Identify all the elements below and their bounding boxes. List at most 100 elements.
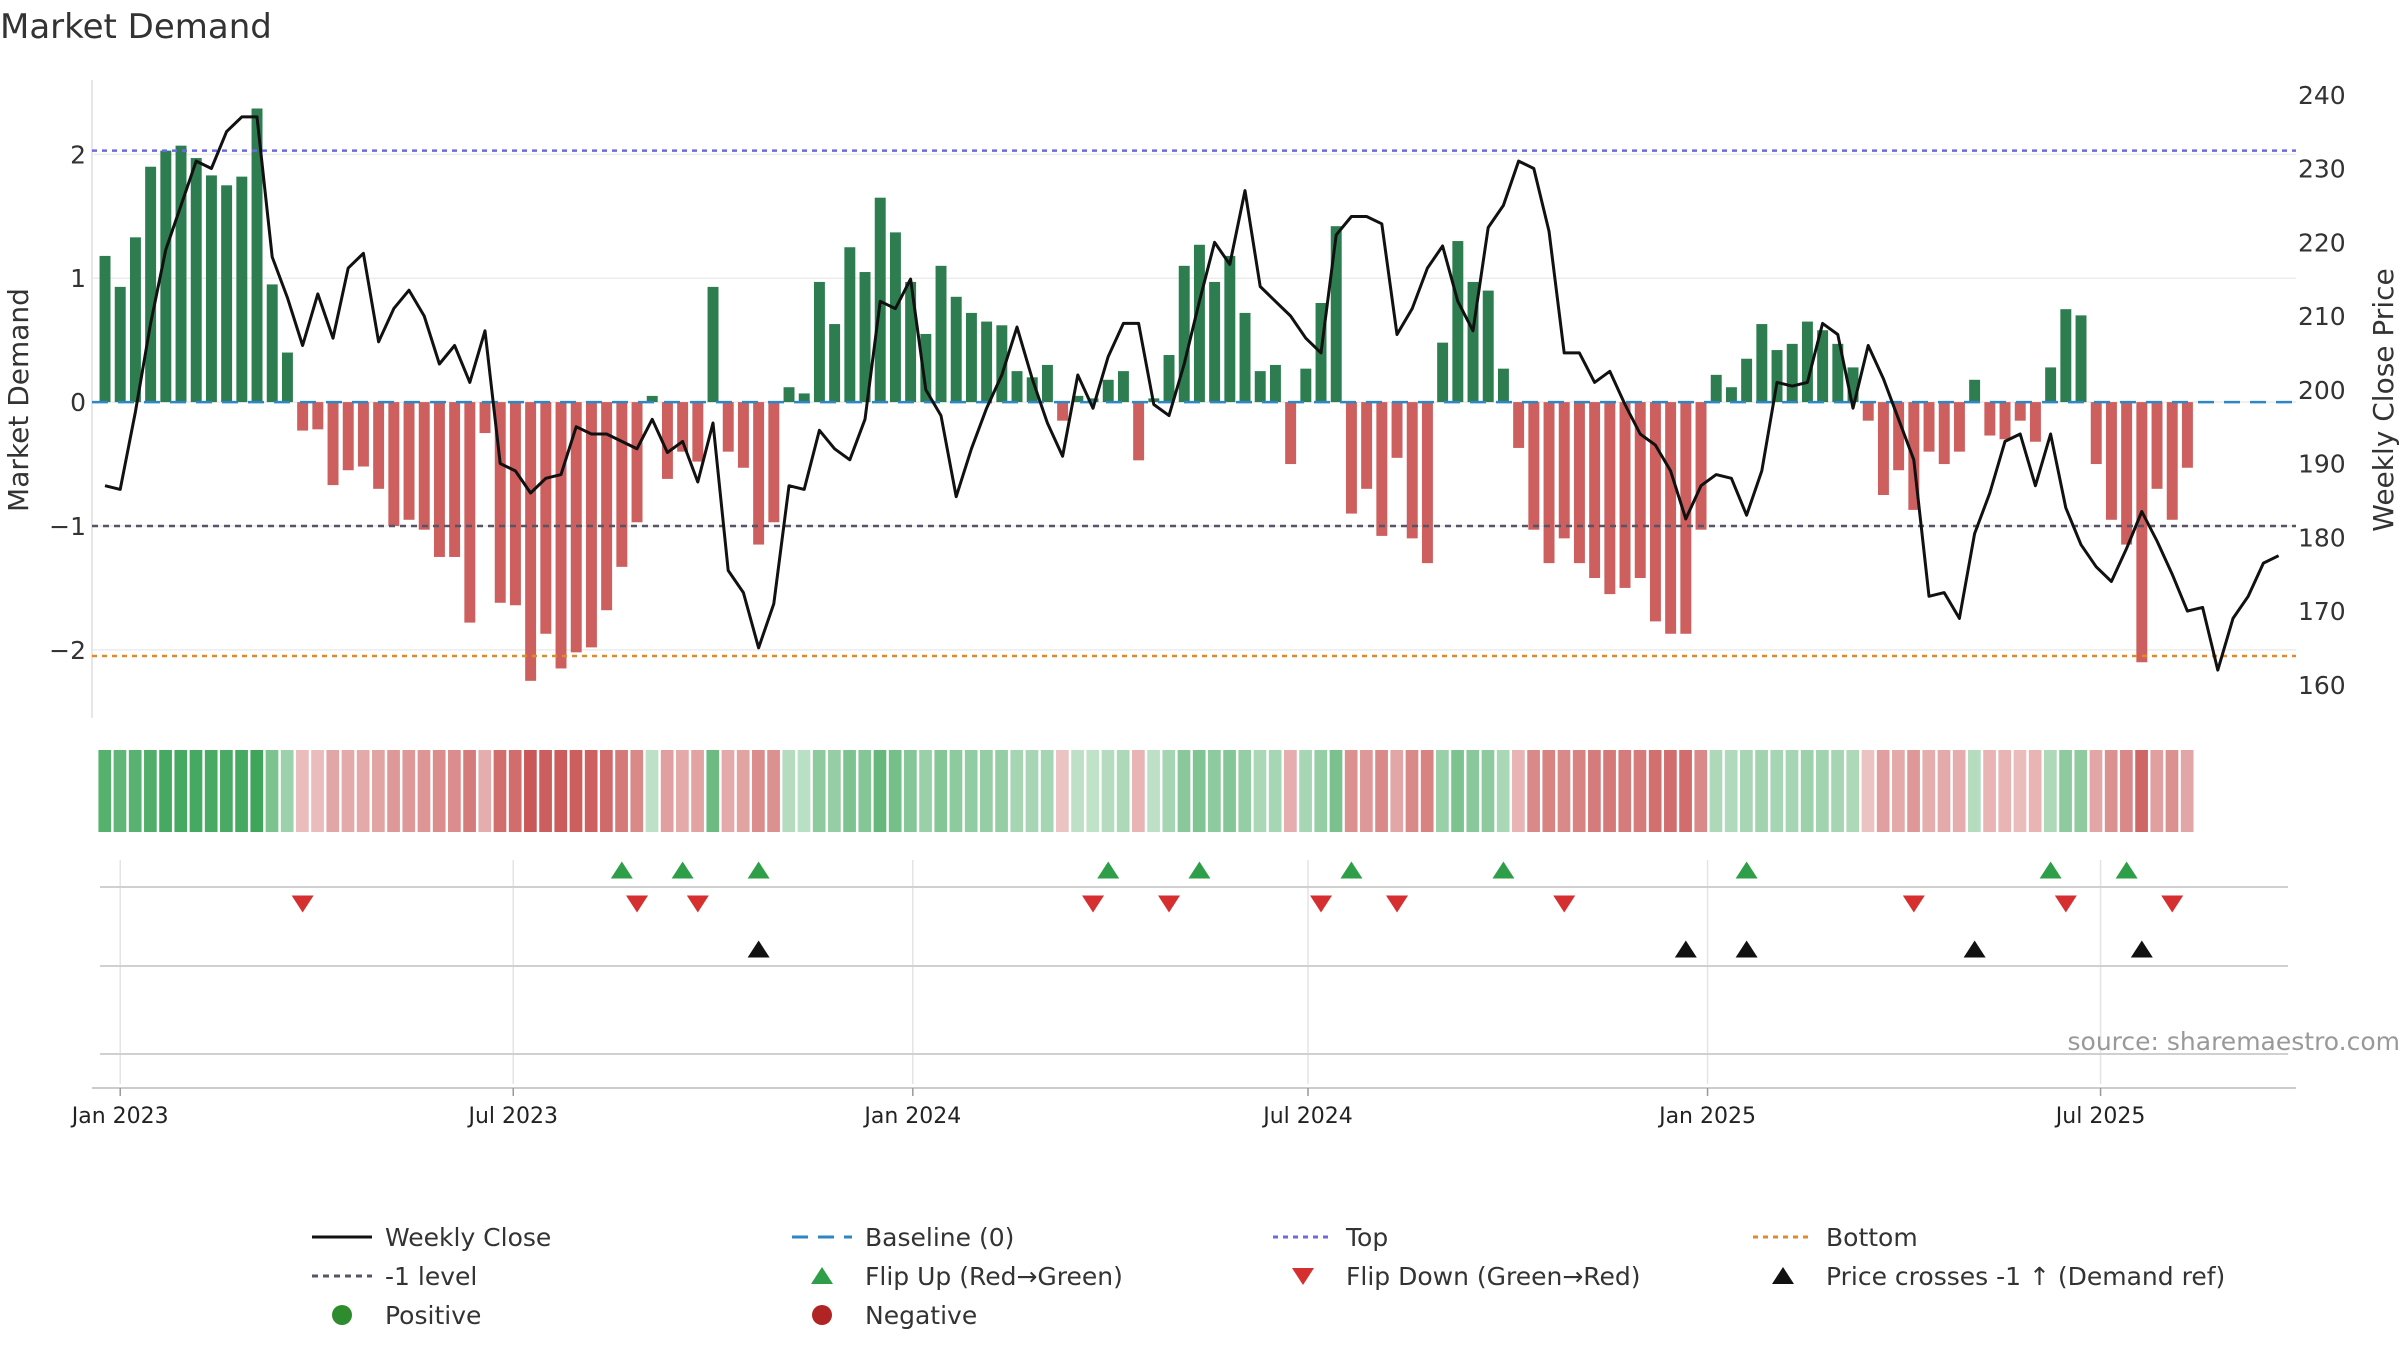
strip-cell xyxy=(296,750,309,832)
negative-bar xyxy=(464,402,476,623)
flip-up-marker xyxy=(1188,861,1211,879)
negative-bar xyxy=(2166,402,2178,520)
y-tick-label-left: 2 xyxy=(70,140,86,169)
strip-cell xyxy=(1831,750,1844,832)
positive-bar xyxy=(114,286,126,403)
negative-bar xyxy=(494,402,506,603)
strip-cell xyxy=(2074,750,2088,832)
negative-bar xyxy=(2181,402,2193,468)
strip-cell xyxy=(1633,750,1647,832)
strip-cell xyxy=(402,750,416,832)
strip-cell xyxy=(493,750,507,832)
strip-cell xyxy=(1466,750,1480,832)
flip-up-marker xyxy=(671,861,694,879)
negative-bar xyxy=(1999,402,2011,440)
positive-bar xyxy=(2075,315,2087,403)
positive-bar xyxy=(996,325,1008,403)
strip-cell xyxy=(1192,750,1206,832)
y-tick-label-right: 230 xyxy=(2298,155,2346,184)
strip-cell xyxy=(2013,750,2027,832)
strip-cell xyxy=(2059,750,2072,832)
negative-bar xyxy=(677,402,689,452)
strip-cell xyxy=(995,750,1008,832)
strip-cell xyxy=(1572,750,1586,832)
strip-cell xyxy=(524,750,537,832)
strip-cell xyxy=(1360,750,1373,832)
strip-cell xyxy=(1344,750,1358,832)
x-tick-label: Jan 2025 xyxy=(1657,1104,1756,1129)
legend-item-negative: Negative xyxy=(812,1301,977,1330)
positive-bar xyxy=(1224,255,1236,403)
strip-cell xyxy=(1314,750,1328,832)
negative-bar xyxy=(1376,402,1388,536)
flip-up-marker xyxy=(747,861,770,879)
flip-up-marker xyxy=(610,861,633,879)
negative-bar xyxy=(2151,402,2163,489)
strip-cell xyxy=(1588,750,1601,832)
strip-cell xyxy=(1071,750,1084,832)
strip-cell xyxy=(1177,750,1191,832)
negative-bar xyxy=(2121,402,2133,545)
flip-up-marker xyxy=(2039,861,2062,879)
flip-up-marker xyxy=(1097,861,1120,879)
positive-bar xyxy=(905,281,917,403)
x-tick-label: Jul 2023 xyxy=(466,1104,558,1129)
strip-cell xyxy=(1299,750,1312,832)
positive-bar xyxy=(1087,398,1099,403)
strip-cell xyxy=(356,750,370,832)
positive-bar xyxy=(266,284,278,403)
flip-up-marker xyxy=(2115,861,2138,879)
strip-cell xyxy=(2120,750,2133,832)
strip-cell xyxy=(1937,750,1951,832)
legend-swatch xyxy=(1772,1267,1794,1284)
strip-cell xyxy=(1405,750,1419,832)
negative-bar xyxy=(403,402,415,520)
strip-cell xyxy=(904,750,917,832)
positive-bar xyxy=(1969,379,1981,403)
positive-bar xyxy=(920,333,932,403)
legend-item-flip-down: Flip Down (Green→Red) xyxy=(1292,1262,1641,1291)
legend-label: Top xyxy=(1345,1223,1388,1252)
strip-cell xyxy=(1496,750,1510,832)
negative-bar xyxy=(1877,402,1889,496)
strip-cell xyxy=(1770,750,1784,832)
right-y-axis-label: Weekly Close Price xyxy=(2367,268,2400,531)
flip-down-marker xyxy=(1082,895,1105,913)
y-tick-label-right: 200 xyxy=(2298,376,2346,405)
legend-item-top: Top xyxy=(1273,1223,1388,1252)
positive-bar xyxy=(844,247,856,403)
legend-label: Bottom xyxy=(1826,1223,1918,1252)
strip-cell xyxy=(569,750,583,832)
signal-rows: Jan 2023 Jul 2023 Jan 2024 Jul 2024 Jan 2025… xyxy=(70,860,2400,1129)
flip-down-marker xyxy=(2054,895,2077,913)
strip-cell xyxy=(1664,750,1677,832)
source-note: source: sharemaestro.com xyxy=(2068,1027,2400,1056)
strip-cell xyxy=(2089,750,2103,832)
positive-bar xyxy=(190,158,202,403)
negative-bar xyxy=(1893,402,1905,471)
positive-bar xyxy=(1239,312,1251,403)
strip-cell xyxy=(1390,750,1404,832)
flip-down-marker xyxy=(626,895,649,913)
strip-cell xyxy=(1542,750,1556,832)
legend-item-baseline: Baseline (0) xyxy=(792,1223,1014,1252)
legend-swatch xyxy=(332,1305,352,1325)
negative-bar xyxy=(342,402,354,471)
positive-bar xyxy=(1847,367,1859,403)
x-axis-ticks: Jan 2023 Jul 2023 Jan 2024 Jul 2024 Jan 2025… xyxy=(70,1088,2145,1129)
negative-bar xyxy=(1665,402,1677,634)
negative-bar xyxy=(722,402,734,452)
positive-bar xyxy=(798,393,810,403)
legend-label: Flip Down (Green→Red) xyxy=(1346,1262,1641,1291)
negative-bar xyxy=(2029,402,2041,442)
positive-bar xyxy=(1300,368,1312,403)
strip-cell xyxy=(721,750,735,832)
strip-cell xyxy=(463,750,476,832)
strip-cell xyxy=(767,750,780,832)
legend: Weekly Close Baseline (0) Top Bottom -1 leve… xyxy=(312,1223,2225,1330)
positive-bar xyxy=(965,312,977,403)
negative-bar xyxy=(1862,402,1874,421)
strip-cell xyxy=(159,750,172,832)
strip-cell xyxy=(448,750,461,832)
